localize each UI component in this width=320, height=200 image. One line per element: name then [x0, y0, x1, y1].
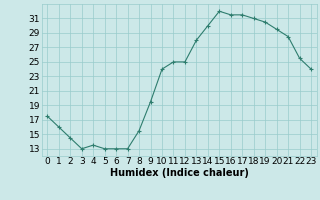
X-axis label: Humidex (Indice chaleur): Humidex (Indice chaleur) — [110, 168, 249, 178]
